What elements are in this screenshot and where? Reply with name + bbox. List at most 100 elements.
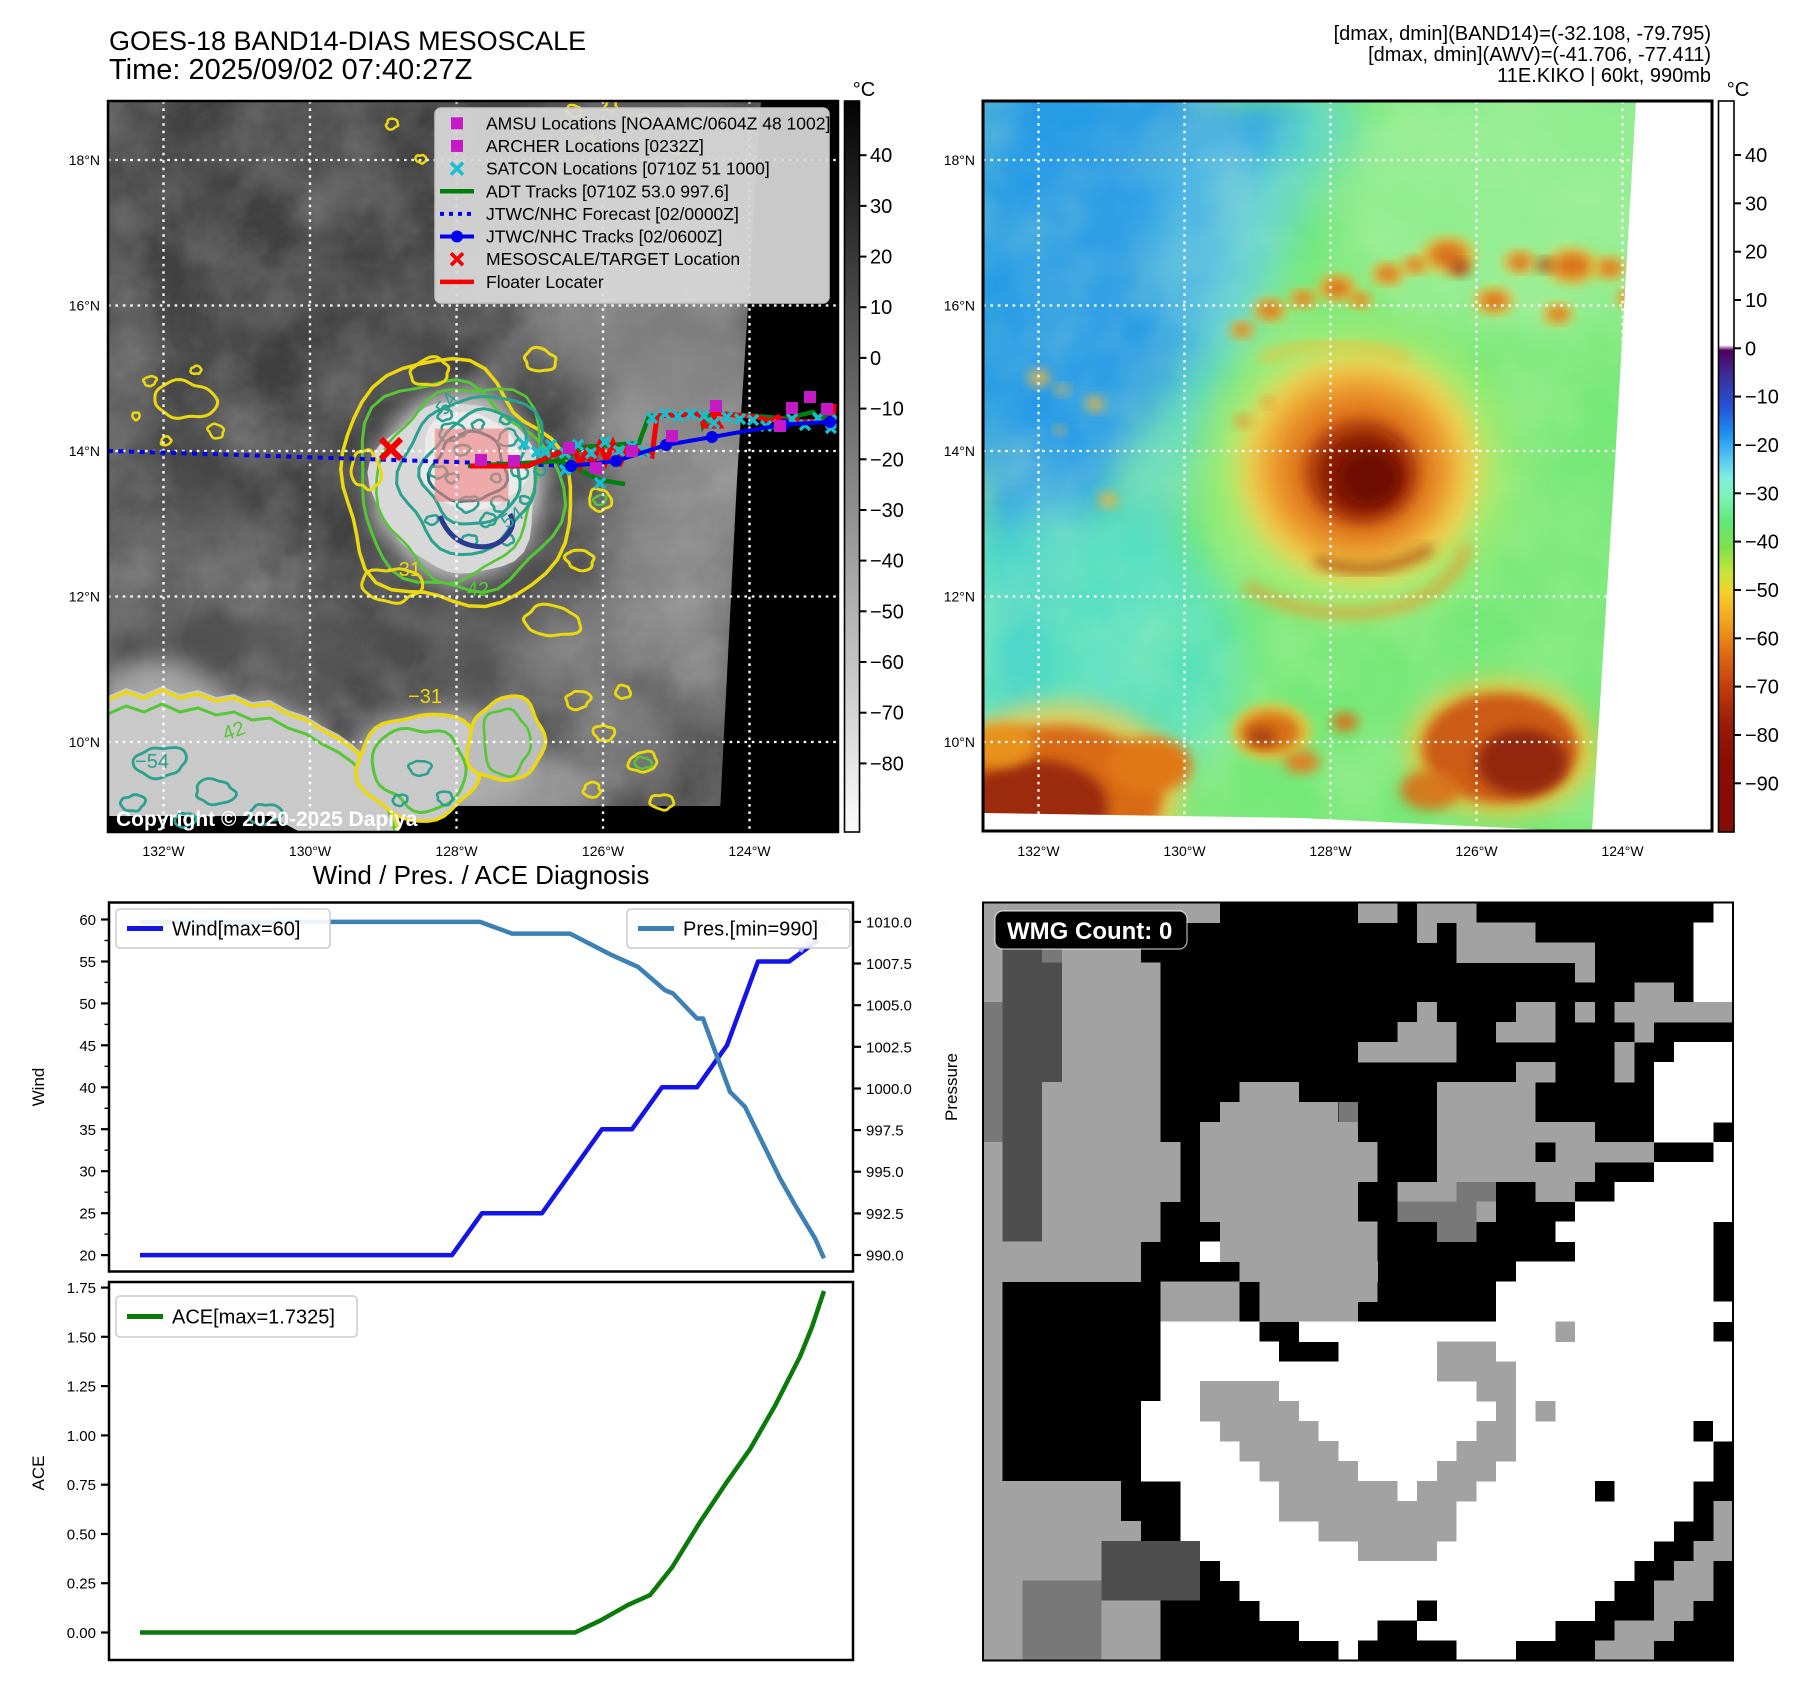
svg-text:WMG Count: 0: WMG Count: 0 xyxy=(1007,918,1172,945)
svg-text:130°W: 130°W xyxy=(1163,843,1206,859)
svg-text:1010.0: 1010.0 xyxy=(866,914,912,931)
svg-text:−54: −54 xyxy=(135,751,169,773)
svg-text:40: 40 xyxy=(870,145,892,167)
svg-text:990.0: 990.0 xyxy=(866,1248,904,1265)
svg-text:[dmax, dmin](AWV)=(-41.706, -7: [dmax, dmin](AWV)=(-41.706, -77.411) xyxy=(1368,44,1711,66)
svg-text:−20: −20 xyxy=(870,449,904,471)
svg-text:−70: −70 xyxy=(870,703,904,725)
svg-text:992.5: 992.5 xyxy=(866,1206,904,1223)
svg-text:20: 20 xyxy=(79,1248,96,1265)
svg-text:GOES-18 BAND14-DIAS MESOSCALE: GOES-18 BAND14-DIAS MESOSCALE xyxy=(109,26,586,56)
svg-text:−50: −50 xyxy=(870,601,904,623)
svg-text:18°N: 18°N xyxy=(944,152,975,168)
svg-text:Pressure: Pressure xyxy=(942,1053,961,1121)
svg-text:Time: 2025/09/02 07:40:27Z: Time: 2025/09/02 07:40:27Z xyxy=(109,54,472,86)
svg-text:16°N: 16°N xyxy=(69,298,100,314)
svg-text:128°W: 128°W xyxy=(435,843,478,859)
svg-text:124°W: 124°W xyxy=(1601,843,1644,859)
svg-text:126°W: 126°W xyxy=(582,843,625,859)
svg-text:Floater Locater: Floater Locater xyxy=(486,272,604,292)
svg-text:JTWC/NHC Forecast [02/0000Z]: JTWC/NHC Forecast [02/0000Z] xyxy=(486,204,739,224)
svg-text:128°W: 128°W xyxy=(1309,843,1352,859)
svg-text:60: 60 xyxy=(79,912,96,929)
svg-text:1.25: 1.25 xyxy=(67,1379,96,1396)
svg-text:°C: °C xyxy=(853,79,875,101)
svg-text:°C: °C xyxy=(1727,79,1749,101)
svg-text:20: 20 xyxy=(1745,242,1767,264)
svg-text:12°N: 12°N xyxy=(69,589,100,605)
svg-text:126°W: 126°W xyxy=(1455,843,1498,859)
svg-text:JTWC/NHC Tracks [02/0600Z]: JTWC/NHC Tracks [02/0600Z] xyxy=(486,227,722,247)
svg-text:12°N: 12°N xyxy=(944,589,975,605)
svg-text:16°N: 16°N xyxy=(944,298,975,314)
svg-text:40: 40 xyxy=(79,1080,96,1097)
svg-text:SATCON Locations [0710Z 51 100: SATCON Locations [0710Z 51 1000] xyxy=(486,159,770,179)
svg-text:Pres.[min=990]: Pres.[min=990] xyxy=(683,919,818,941)
svg-text:−80: −80 xyxy=(1745,725,1779,747)
svg-text:14°N: 14°N xyxy=(944,443,975,459)
svg-text:Wind / Pres. / ACE Diagnosis: Wind / Pres. / ACE Diagnosis xyxy=(313,860,650,890)
svg-text:AMSU Locations [NOAAMC/0604Z 4: AMSU Locations [NOAAMC/0604Z 48 1002] xyxy=(486,113,830,133)
svg-text:ADT Tracks [0710Z 53.0 997.6]: ADT Tracks [0710Z 53.0 997.6] xyxy=(486,181,729,201)
svg-text:25: 25 xyxy=(79,1206,96,1223)
svg-text:−40: −40 xyxy=(1745,532,1779,554)
svg-text:45: 45 xyxy=(79,1038,96,1055)
svg-text:−30: −30 xyxy=(1745,483,1779,505)
svg-text:35: 35 xyxy=(79,1122,96,1139)
svg-text:1.00: 1.00 xyxy=(67,1428,96,1445)
svg-text:132°W: 132°W xyxy=(142,843,185,859)
svg-text:995.0: 995.0 xyxy=(866,1164,904,1181)
svg-text:−31: −31 xyxy=(408,686,442,708)
svg-text:1007.5: 1007.5 xyxy=(866,956,912,973)
svg-text:−70: −70 xyxy=(1745,677,1779,699)
svg-text:11E.KIKO | 60kt, 990mb: 11E.KIKO | 60kt, 990mb xyxy=(1497,65,1711,87)
svg-text:−60: −60 xyxy=(870,652,904,674)
svg-text:−31: −31 xyxy=(387,559,421,581)
svg-text:30: 30 xyxy=(870,196,892,218)
svg-text:50: 50 xyxy=(79,996,96,1013)
svg-text:0.75: 0.75 xyxy=(67,1477,96,1494)
svg-text:30: 30 xyxy=(1745,193,1767,215)
svg-text:1000.0: 1000.0 xyxy=(866,1081,912,1098)
svg-text:0.25: 0.25 xyxy=(67,1576,96,1593)
svg-text:10: 10 xyxy=(870,297,892,319)
svg-text:−10: −10 xyxy=(870,399,904,421)
svg-text:1005.0: 1005.0 xyxy=(866,998,912,1015)
svg-text:[dmax, dmin](BAND14)=(-32.108,: [dmax, dmin](BAND14)=(-32.108, -79.795) xyxy=(1334,23,1711,45)
svg-text:1.50: 1.50 xyxy=(67,1329,96,1346)
svg-text:1002.5: 1002.5 xyxy=(866,1039,912,1056)
svg-text:10°N: 10°N xyxy=(69,734,100,750)
svg-text:997.5: 997.5 xyxy=(866,1123,904,1140)
svg-text:10°N: 10°N xyxy=(944,734,975,750)
svg-text:−50: −50 xyxy=(1745,580,1779,602)
svg-text:40: 40 xyxy=(1745,145,1767,167)
svg-text:10: 10 xyxy=(1745,290,1767,312)
svg-text:−40: −40 xyxy=(870,551,904,573)
svg-text:Wind[max=60]: Wind[max=60] xyxy=(172,919,300,941)
svg-text:20: 20 xyxy=(870,247,892,269)
svg-text:14°N: 14°N xyxy=(69,443,100,459)
svg-text:−90: −90 xyxy=(1745,773,1779,795)
svg-text:0: 0 xyxy=(1745,338,1756,360)
svg-text:124°W: 124°W xyxy=(728,843,771,859)
svg-text:0.00: 0.00 xyxy=(67,1625,96,1642)
svg-text:55: 55 xyxy=(79,954,96,971)
svg-text:−60: −60 xyxy=(1745,628,1779,650)
svg-text:Copyright © 2020-2025 Dapiya: Copyright © 2020-2025 Dapiya xyxy=(116,808,418,831)
svg-text:0: 0 xyxy=(870,348,881,370)
svg-text:30: 30 xyxy=(79,1164,96,1181)
svg-text:42: 42 xyxy=(467,579,489,601)
svg-text:1.75: 1.75 xyxy=(67,1280,96,1297)
svg-text:132°W: 132°W xyxy=(1017,843,1060,859)
svg-text:18°N: 18°N xyxy=(69,152,100,168)
svg-text:Wind: Wind xyxy=(29,1068,48,1107)
svg-text:ACE: ACE xyxy=(29,1456,48,1491)
svg-text:0.50: 0.50 xyxy=(67,1526,96,1543)
svg-text:MESOSCALE/TARGET Location: MESOSCALE/TARGET Location xyxy=(486,249,740,269)
svg-text:−80: −80 xyxy=(870,753,904,775)
svg-text:ARCHER Locations [0232Z]: ARCHER Locations [0232Z] xyxy=(486,136,704,156)
svg-text:−30: −30 xyxy=(870,500,904,522)
svg-text:−10: −10 xyxy=(1745,387,1779,409)
svg-text:130°W: 130°W xyxy=(289,843,332,859)
svg-text:−20: −20 xyxy=(1745,435,1779,457)
